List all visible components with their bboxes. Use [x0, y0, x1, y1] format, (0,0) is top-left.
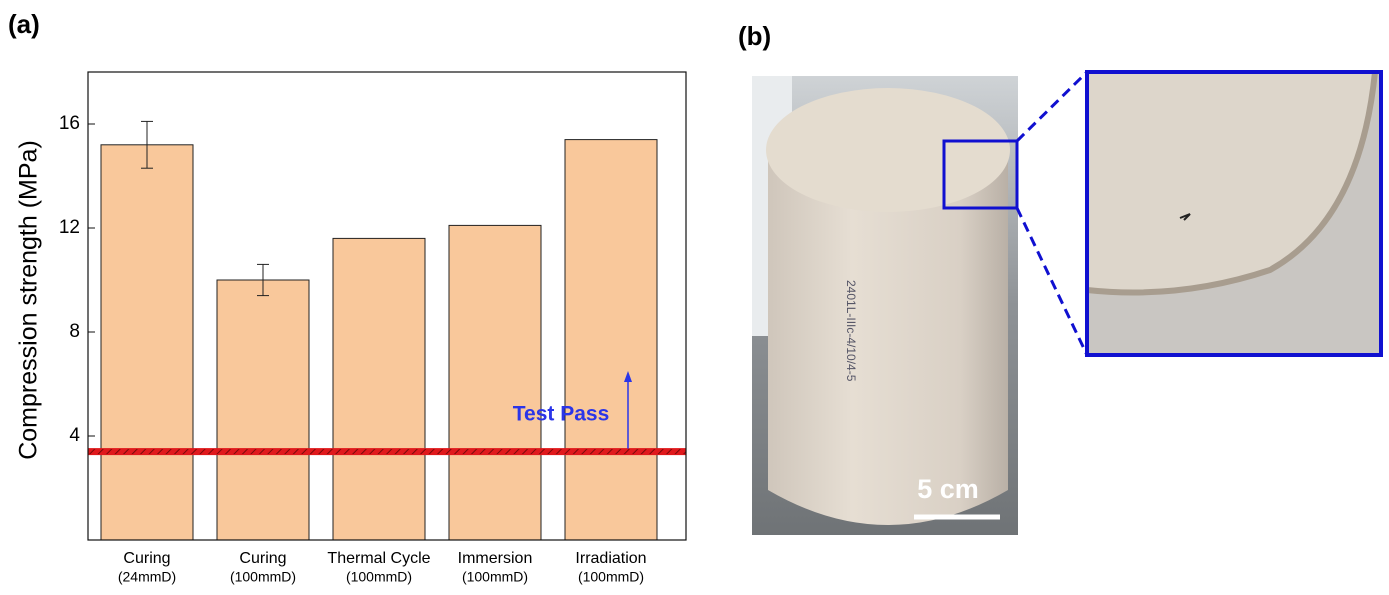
zoom-connector: [1015, 207, 1089, 356]
bar: [448, 224, 542, 541]
y-tick-label: 4: [69, 425, 80, 446]
y-tick-label: 8: [69, 321, 80, 342]
plot: Curing (24mmD) Curing (100mmD) Thermal Cycle…: [15, 71, 687, 585]
bar: [564, 139, 658, 541]
scale-label: 5 cm: [917, 474, 979, 504]
zoom-connector: [1015, 70, 1089, 143]
panel-label: (b): [738, 21, 771, 51]
x-tick-sublabel: (24mmD): [118, 569, 176, 585]
x-tick-sublabel: (100mmD): [462, 569, 528, 585]
bar: [216, 279, 310, 541]
cylinder-top: [766, 88, 1010, 212]
y-axis-label: Compression strength (MPa): [15, 140, 43, 460]
photo: 2401L-IIIc-4/10/4-5 5 cm: [752, 70, 1383, 535]
x-tick-sublabel: (100mmD): [230, 569, 296, 585]
x-tick-label: Curing: [239, 550, 286, 567]
annotation: Test Pass: [513, 403, 610, 426]
zoom-top-surface: [1087, 72, 1375, 293]
plot-frame: [87, 71, 687, 541]
x-tick-label: Curing: [123, 550, 170, 567]
x-tick-label: Immersion: [458, 550, 533, 567]
y-tick-label: 16: [59, 113, 80, 134]
zoom-box: [942, 139, 1019, 210]
cylinder: [768, 155, 1008, 525]
x-tick-sublabel: (100mmD): [346, 569, 412, 585]
bar: [332, 237, 426, 541]
zoom-mark: [1179, 213, 1191, 221]
zoom-frame: [1085, 70, 1383, 357]
y-tick-label: 12: [59, 217, 80, 238]
panel-label: (a): [8, 9, 40, 39]
bar: [100, 144, 194, 541]
x-tick-label: Thermal Cycle: [327, 550, 430, 567]
x-tick-label: Irradiation: [575, 550, 646, 567]
handwriting: 2401L-IIIc-4/10/4-5: [844, 280, 858, 382]
zoom-edge: [1086, 71, 1378, 296]
threshold-band: [87, 448, 687, 456]
x-tick-sublabel: (100mmD): [578, 569, 644, 585]
annotation-arrowhead: [624, 371, 632, 382]
